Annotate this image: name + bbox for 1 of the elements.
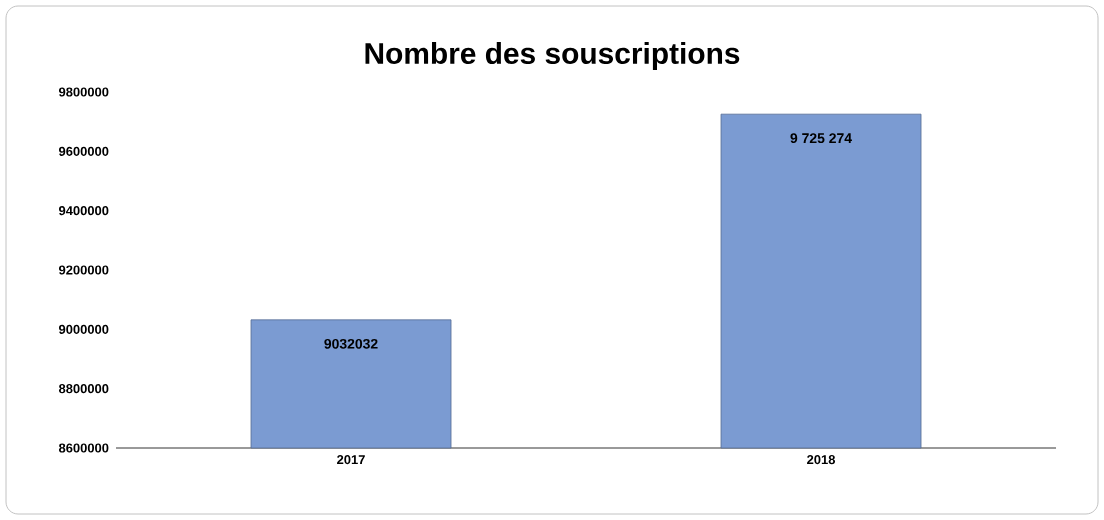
chart-title: Nombre des souscriptions bbox=[365, 42, 740, 70]
